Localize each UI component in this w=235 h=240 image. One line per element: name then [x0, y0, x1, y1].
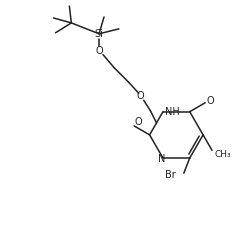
- Text: CH₃: CH₃: [215, 150, 232, 159]
- Text: N: N: [158, 154, 166, 164]
- Text: Si: Si: [95, 29, 103, 39]
- Text: O: O: [134, 117, 142, 127]
- Text: NH: NH: [165, 107, 180, 117]
- Text: O: O: [206, 96, 214, 106]
- Text: O: O: [95, 46, 103, 56]
- Text: Br: Br: [165, 170, 176, 180]
- Text: O: O: [137, 91, 145, 101]
